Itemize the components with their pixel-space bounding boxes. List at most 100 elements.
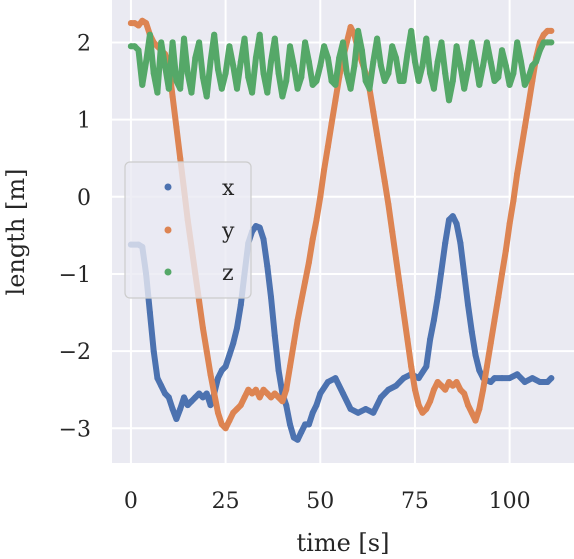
data-point-x	[158, 382, 165, 389]
data-point-x	[544, 379, 551, 385]
data-point-z	[362, 78, 369, 84]
data-point-y	[370, 108, 377, 115]
data-point-x	[430, 317, 437, 324]
data-point-z	[408, 27, 415, 34]
data-point-z	[449, 78, 456, 84]
data-point-z	[393, 54, 399, 61]
data-point-z	[131, 43, 138, 50]
data-point-x	[548, 375, 555, 382]
data-point-x	[393, 382, 399, 389]
y-tick-label: −1	[59, 263, 91, 288]
data-point-z	[207, 58, 214, 65]
data-point-y	[177, 155, 184, 162]
data-point-y	[453, 379, 460, 385]
data-point-x	[415, 375, 422, 382]
data-point-y	[305, 259, 312, 266]
data-point-y	[252, 386, 259, 393]
data-point-y	[381, 178, 388, 185]
x-tick-labels: 0 25 50 75 100	[124, 489, 531, 514]
data-point-x	[234, 325, 240, 331]
series-line-y	[127, 17, 555, 432]
data-point-z	[340, 39, 346, 46]
data-point-z	[324, 54, 331, 61]
data-point-z	[487, 58, 494, 65]
data-point-x	[169, 406, 176, 412]
data-point-x	[449, 213, 456, 220]
data-point-y	[302, 278, 309, 285]
data-point-z	[222, 70, 229, 77]
legend-label-x: x	[222, 176, 235, 201]
data-point-z	[249, 89, 256, 96]
data-point-y	[483, 363, 490, 370]
data-point-x	[506, 375, 513, 382]
data-point-z	[430, 85, 437, 92]
data-point-z	[256, 31, 263, 38]
series-z	[127, 27, 555, 104]
data-point-y	[385, 201, 392, 208]
data-point-x	[457, 240, 464, 247]
data-point-y	[196, 297, 203, 304]
data-point-z	[165, 85, 172, 92]
data-point-y	[502, 247, 509, 254]
data-point-x	[362, 406, 369, 412]
data-point-z	[241, 35, 248, 42]
legend-label-y: y	[221, 219, 235, 244]
data-point-y	[271, 390, 278, 397]
y-tick-labels: −3 −2 −1 0 1 2	[59, 31, 91, 442]
data-point-z	[381, 78, 388, 84]
data-point-x	[340, 390, 346, 397]
data-point-z	[472, 58, 479, 65]
data-point-z	[146, 31, 153, 38]
y-tick-label: 0	[77, 186, 91, 211]
data-point-x	[465, 301, 471, 308]
data-point-x	[188, 398, 195, 405]
data-point-z	[264, 89, 271, 96]
data-point-x	[491, 375, 498, 382]
data-point-x	[192, 394, 199, 401]
data-point-y	[419, 409, 426, 416]
data-point-x	[438, 267, 445, 274]
data-point-z	[377, 62, 384, 69]
x-tick-label: 25	[212, 489, 240, 514]
data-point-y	[472, 417, 479, 424]
data-point-x	[184, 402, 191, 409]
x-axis-label: time [s]	[297, 529, 390, 557]
data-point-z	[271, 35, 278, 42]
data-point-z	[442, 70, 449, 77]
data-point-x	[237, 301, 244, 308]
data-point-z	[412, 58, 418, 65]
data-point-x	[385, 386, 392, 393]
data-point-y	[332, 97, 339, 104]
data-point-y	[457, 386, 464, 393]
data-point-z	[529, 62, 536, 69]
data-point-x	[218, 367, 225, 374]
data-point-y	[476, 406, 483, 412]
data-point-z	[355, 27, 362, 34]
data-point-z	[510, 70, 517, 77]
data-point-y	[324, 143, 331, 150]
data-point-x	[203, 390, 210, 397]
data-point-z	[275, 70, 282, 77]
data-point-x	[442, 240, 449, 247]
data-point-y	[400, 309, 407, 316]
data-point-x	[294, 436, 301, 443]
data-point-x	[499, 375, 505, 382]
data-point-x	[162, 390, 168, 397]
data-point-z	[230, 62, 237, 69]
data-point-y	[446, 379, 452, 385]
data-point-y	[377, 155, 384, 162]
data-point-x	[264, 263, 271, 270]
data-point-y	[207, 371, 214, 378]
data-point-y	[230, 409, 237, 416]
data-point-y	[279, 398, 286, 405]
data-point-z	[385, 70, 392, 77]
data-point-z	[491, 78, 498, 84]
data-point-z	[525, 74, 532, 81]
data-point-y	[309, 236, 316, 243]
data-point-z	[499, 47, 505, 54]
data-point-y	[215, 409, 221, 416]
data-point-x	[313, 402, 320, 409]
data-point-y	[290, 340, 297, 347]
data-point-z	[423, 35, 430, 42]
